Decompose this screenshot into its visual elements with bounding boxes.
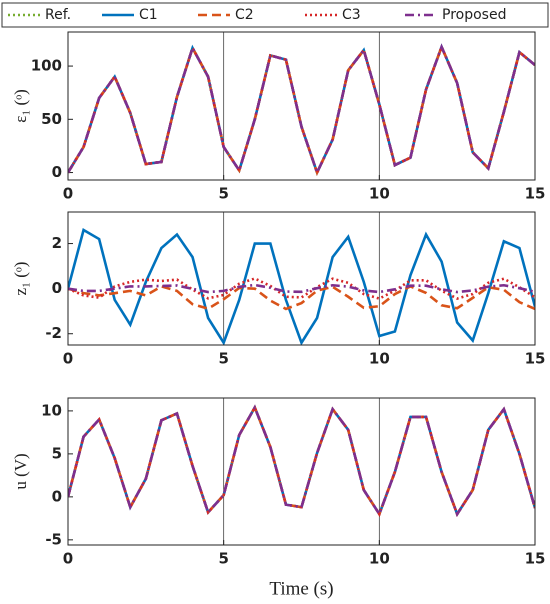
y-tick-label: -5 (45, 530, 62, 548)
legend-label: Proposed (442, 7, 506, 23)
x-tick-label: 10 (369, 350, 390, 368)
series-line (68, 277, 535, 300)
y-tick-label: 2 (52, 234, 62, 252)
series-group (68, 43, 535, 177)
plot-frame (67, 211, 536, 346)
y-tick-label: 50 (41, 110, 62, 128)
x-tick-label: 0 (63, 550, 73, 568)
plot-area (68, 398, 535, 545)
y-tick-label: 0 (52, 279, 62, 297)
plot-area (68, 212, 535, 345)
plot-frame (67, 397, 536, 546)
legend-label: C1 (139, 7, 158, 23)
x-tick-label: 10 (369, 550, 390, 568)
x-tick-label: 5 (218, 550, 228, 568)
legend-label: Ref. (45, 7, 71, 23)
y-axis-label: ε₁ (ᵒ) (11, 89, 30, 123)
series-line (68, 43, 535, 177)
plot-area (68, 32, 535, 180)
series-group (68, 404, 535, 517)
x-tick-label: 5 (218, 185, 228, 203)
x-tick-label: 5 (218, 350, 228, 368)
series-line (68, 283, 535, 294)
x-tick-label: 0 (63, 185, 73, 203)
y-tick-label: 0 (52, 163, 62, 181)
legend-label: C2 (235, 7, 254, 23)
x-tick-label: 10 (369, 185, 390, 203)
x-tick-label: 15 (525, 350, 546, 368)
x-tick-label: 15 (525, 185, 546, 203)
x-tick-label: 0 (63, 350, 73, 368)
x-tick-label: 15 (525, 550, 546, 568)
series-line (68, 228, 535, 345)
y-tick-label: 10 (41, 401, 62, 419)
y-tick-label: -2 (45, 324, 62, 342)
series-group (68, 228, 535, 345)
y-tick-label: 5 (52, 444, 62, 462)
y-tick-label: 100 (31, 57, 62, 75)
legend-label: C3 (342, 7, 361, 23)
legend-box (1, 2, 549, 28)
y-axis-label: u (V) (11, 453, 30, 489)
plot-frame (67, 31, 536, 181)
x-axis-label: Time (s) (269, 578, 333, 599)
series-line (68, 284, 535, 311)
y-axis-label: z₁ (ᵒ) (11, 262, 30, 296)
series-line (68, 404, 535, 517)
y-tick-label: 0 (52, 487, 62, 505)
